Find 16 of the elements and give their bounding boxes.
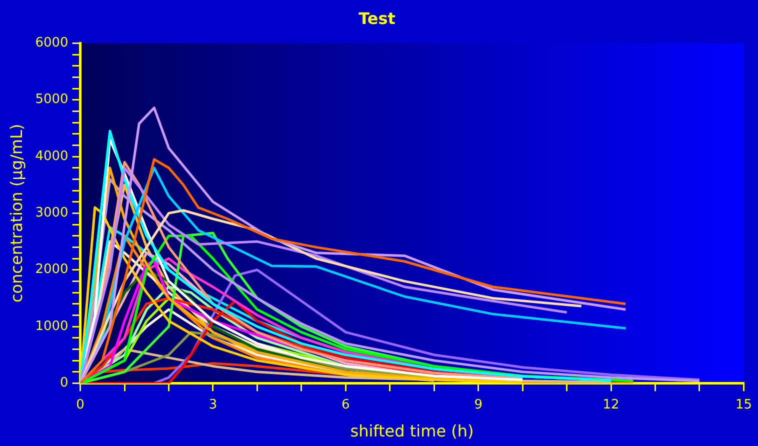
y-tick-label: 6000 [35,36,68,51]
x-tick-label: 12 [602,397,620,412]
x-tick-label: 6 [342,397,350,412]
y-tick-label: 0 [60,376,68,391]
y-tick-label: 3000 [35,206,68,221]
x-tick-label: 15 [735,397,752,412]
x-axis-title: shifted time (h) [350,422,474,441]
chart-title: Test [358,8,396,28]
y-tick-label: 5000 [35,92,68,108]
x-tick-label: 9 [474,397,482,412]
y-tick-label: 4000 [35,148,68,164]
x-tick-label: 0 [76,397,84,412]
y-tick-label: 2000 [35,262,68,278]
y-axis-title: concentration (μg/mL) [6,124,26,303]
x-tick-label: 3 [208,397,218,412]
y-tick-label: 1000 [35,318,68,334]
